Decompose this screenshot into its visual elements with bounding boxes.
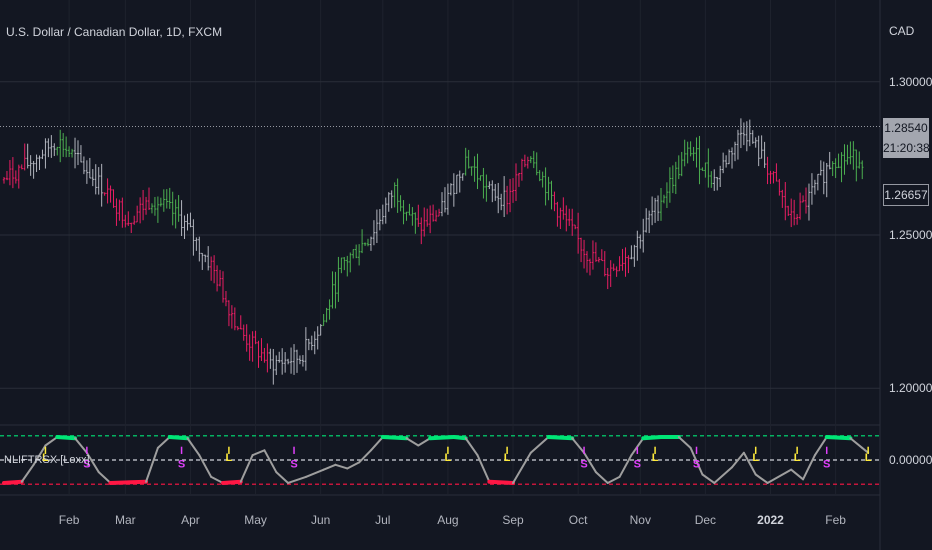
osc-segment — [346, 461, 361, 470]
osc-segment — [97, 471, 112, 484]
osc-segment — [802, 454, 816, 481]
y-tick-label: 1.20000 — [889, 381, 932, 395]
osc-segment — [606, 475, 621, 484]
short-signal-marker: S — [580, 458, 587, 470]
osc-segment — [221, 479, 243, 485]
osc-segment — [358, 449, 372, 464]
osc-segment — [641, 435, 663, 441]
currency-label: CAD — [889, 24, 915, 38]
x-tick-label: Sep — [502, 513, 524, 527]
osc-segment — [677, 436, 692, 449]
osc-zero-label: 0.00000 — [889, 453, 932, 467]
long-signal-marker: L — [445, 452, 452, 464]
osc-segment — [287, 475, 307, 484]
countdown-timer: 21:20:38 — [883, 141, 930, 155]
osc-segment — [145, 446, 159, 483]
osc-segment — [546, 435, 575, 441]
osc-segment — [44, 436, 59, 447]
x-tick-label: Jul — [375, 513, 390, 527]
osc-segment — [754, 473, 769, 484]
osc-segment — [813, 436, 828, 457]
osc-segment — [275, 471, 290, 484]
osc-segment — [32, 444, 47, 466]
osc-segment — [263, 449, 278, 474]
x-tick-label: Mar — [115, 513, 136, 527]
x-tick-label: Aug — [437, 513, 458, 527]
osc-segment — [198, 454, 213, 478]
osc-segment — [618, 454, 633, 478]
osc-segment — [334, 463, 349, 470]
x-tick-label: 2022 — [757, 513, 784, 527]
osc-segment — [380, 435, 409, 441]
osc-segment — [731, 451, 745, 469]
osc-segment — [55, 435, 78, 441]
long-signal-marker: L — [752, 452, 759, 464]
osc-segment — [571, 437, 586, 454]
last-price-badge: 1.28540 21:20:38 — [883, 118, 930, 158]
short-signal-marker: S — [178, 458, 185, 470]
osc-segment — [417, 437, 432, 447]
osc-segment — [594, 471, 609, 484]
osc-segment — [487, 479, 516, 485]
osc-segment — [529, 436, 550, 454]
osc-segment — [239, 454, 254, 483]
osc-segment — [156, 436, 171, 449]
x-tick-label: May — [244, 513, 267, 527]
x-tick-label: Dec — [695, 513, 716, 527]
osc-segment — [824, 435, 853, 441]
osc-segment — [405, 437, 420, 447]
osc-segment — [701, 473, 716, 484]
x-tick-label: Oct — [569, 513, 588, 527]
osc-segment — [210, 475, 224, 484]
short-signal-marker: S — [290, 458, 297, 470]
osc-segment — [742, 451, 757, 476]
osc-segment — [167, 435, 190, 441]
short-signal-marker: S — [693, 458, 700, 470]
indicator-title: NLIFTRSX [Loxx] — [4, 454, 90, 466]
osc-segment — [74, 437, 88, 454]
osc-segment — [689, 446, 704, 476]
osc-segment — [304, 468, 325, 478]
osc-segment — [861, 446, 870, 454]
y-tick-label: 1.30000 — [889, 75, 932, 89]
long-signal-marker: L — [42, 452, 49, 464]
osc-segment — [251, 449, 266, 457]
osc-segment — [186, 437, 201, 457]
osc-segment — [476, 454, 491, 483]
osc-segment — [20, 463, 35, 483]
osc-segment — [766, 468, 793, 484]
prev-price-badge: 1.26657 — [883, 184, 929, 206]
osc-segment — [108, 479, 149, 485]
long-signal-marker: L — [226, 452, 233, 464]
x-tick-label: Feb — [59, 513, 80, 527]
short-signal-marker: S — [823, 458, 830, 470]
x-tick-label: Nov — [630, 513, 651, 527]
osc-segment — [583, 451, 597, 474]
osc-segment — [428, 435, 456, 441]
osc-segment — [464, 437, 479, 457]
osc-segment — [322, 463, 337, 471]
osc-segment — [369, 436, 384, 452]
y-tick-label: 1.25000 — [889, 228, 932, 242]
osc-segment — [512, 451, 532, 484]
osc-segment — [790, 468, 805, 481]
osc-segment — [451, 435, 468, 441]
long-signal-marker: L — [794, 452, 801, 464]
long-signal-marker: L — [652, 452, 659, 464]
osc-segment — [630, 437, 645, 457]
long-signal-marker: L — [504, 452, 511, 464]
osc-segment — [713, 466, 734, 484]
x-tick-label: Apr — [181, 513, 200, 527]
x-tick-label: Jun — [311, 513, 330, 527]
osc-segment — [849, 437, 864, 449]
chart-title: U.S. Dollar / Canadian Dollar, 1D, FXCM — [6, 25, 223, 39]
last-price-value: 1.28540 — [884, 121, 928, 135]
short-signal-marker: S — [634, 458, 641, 470]
osc-segment — [85, 451, 100, 474]
long-signal-marker: L — [865, 452, 872, 464]
osc-segment — [2, 479, 24, 485]
short-signal-marker: S — [83, 458, 90, 470]
x-tick-label: Feb — [825, 513, 846, 527]
